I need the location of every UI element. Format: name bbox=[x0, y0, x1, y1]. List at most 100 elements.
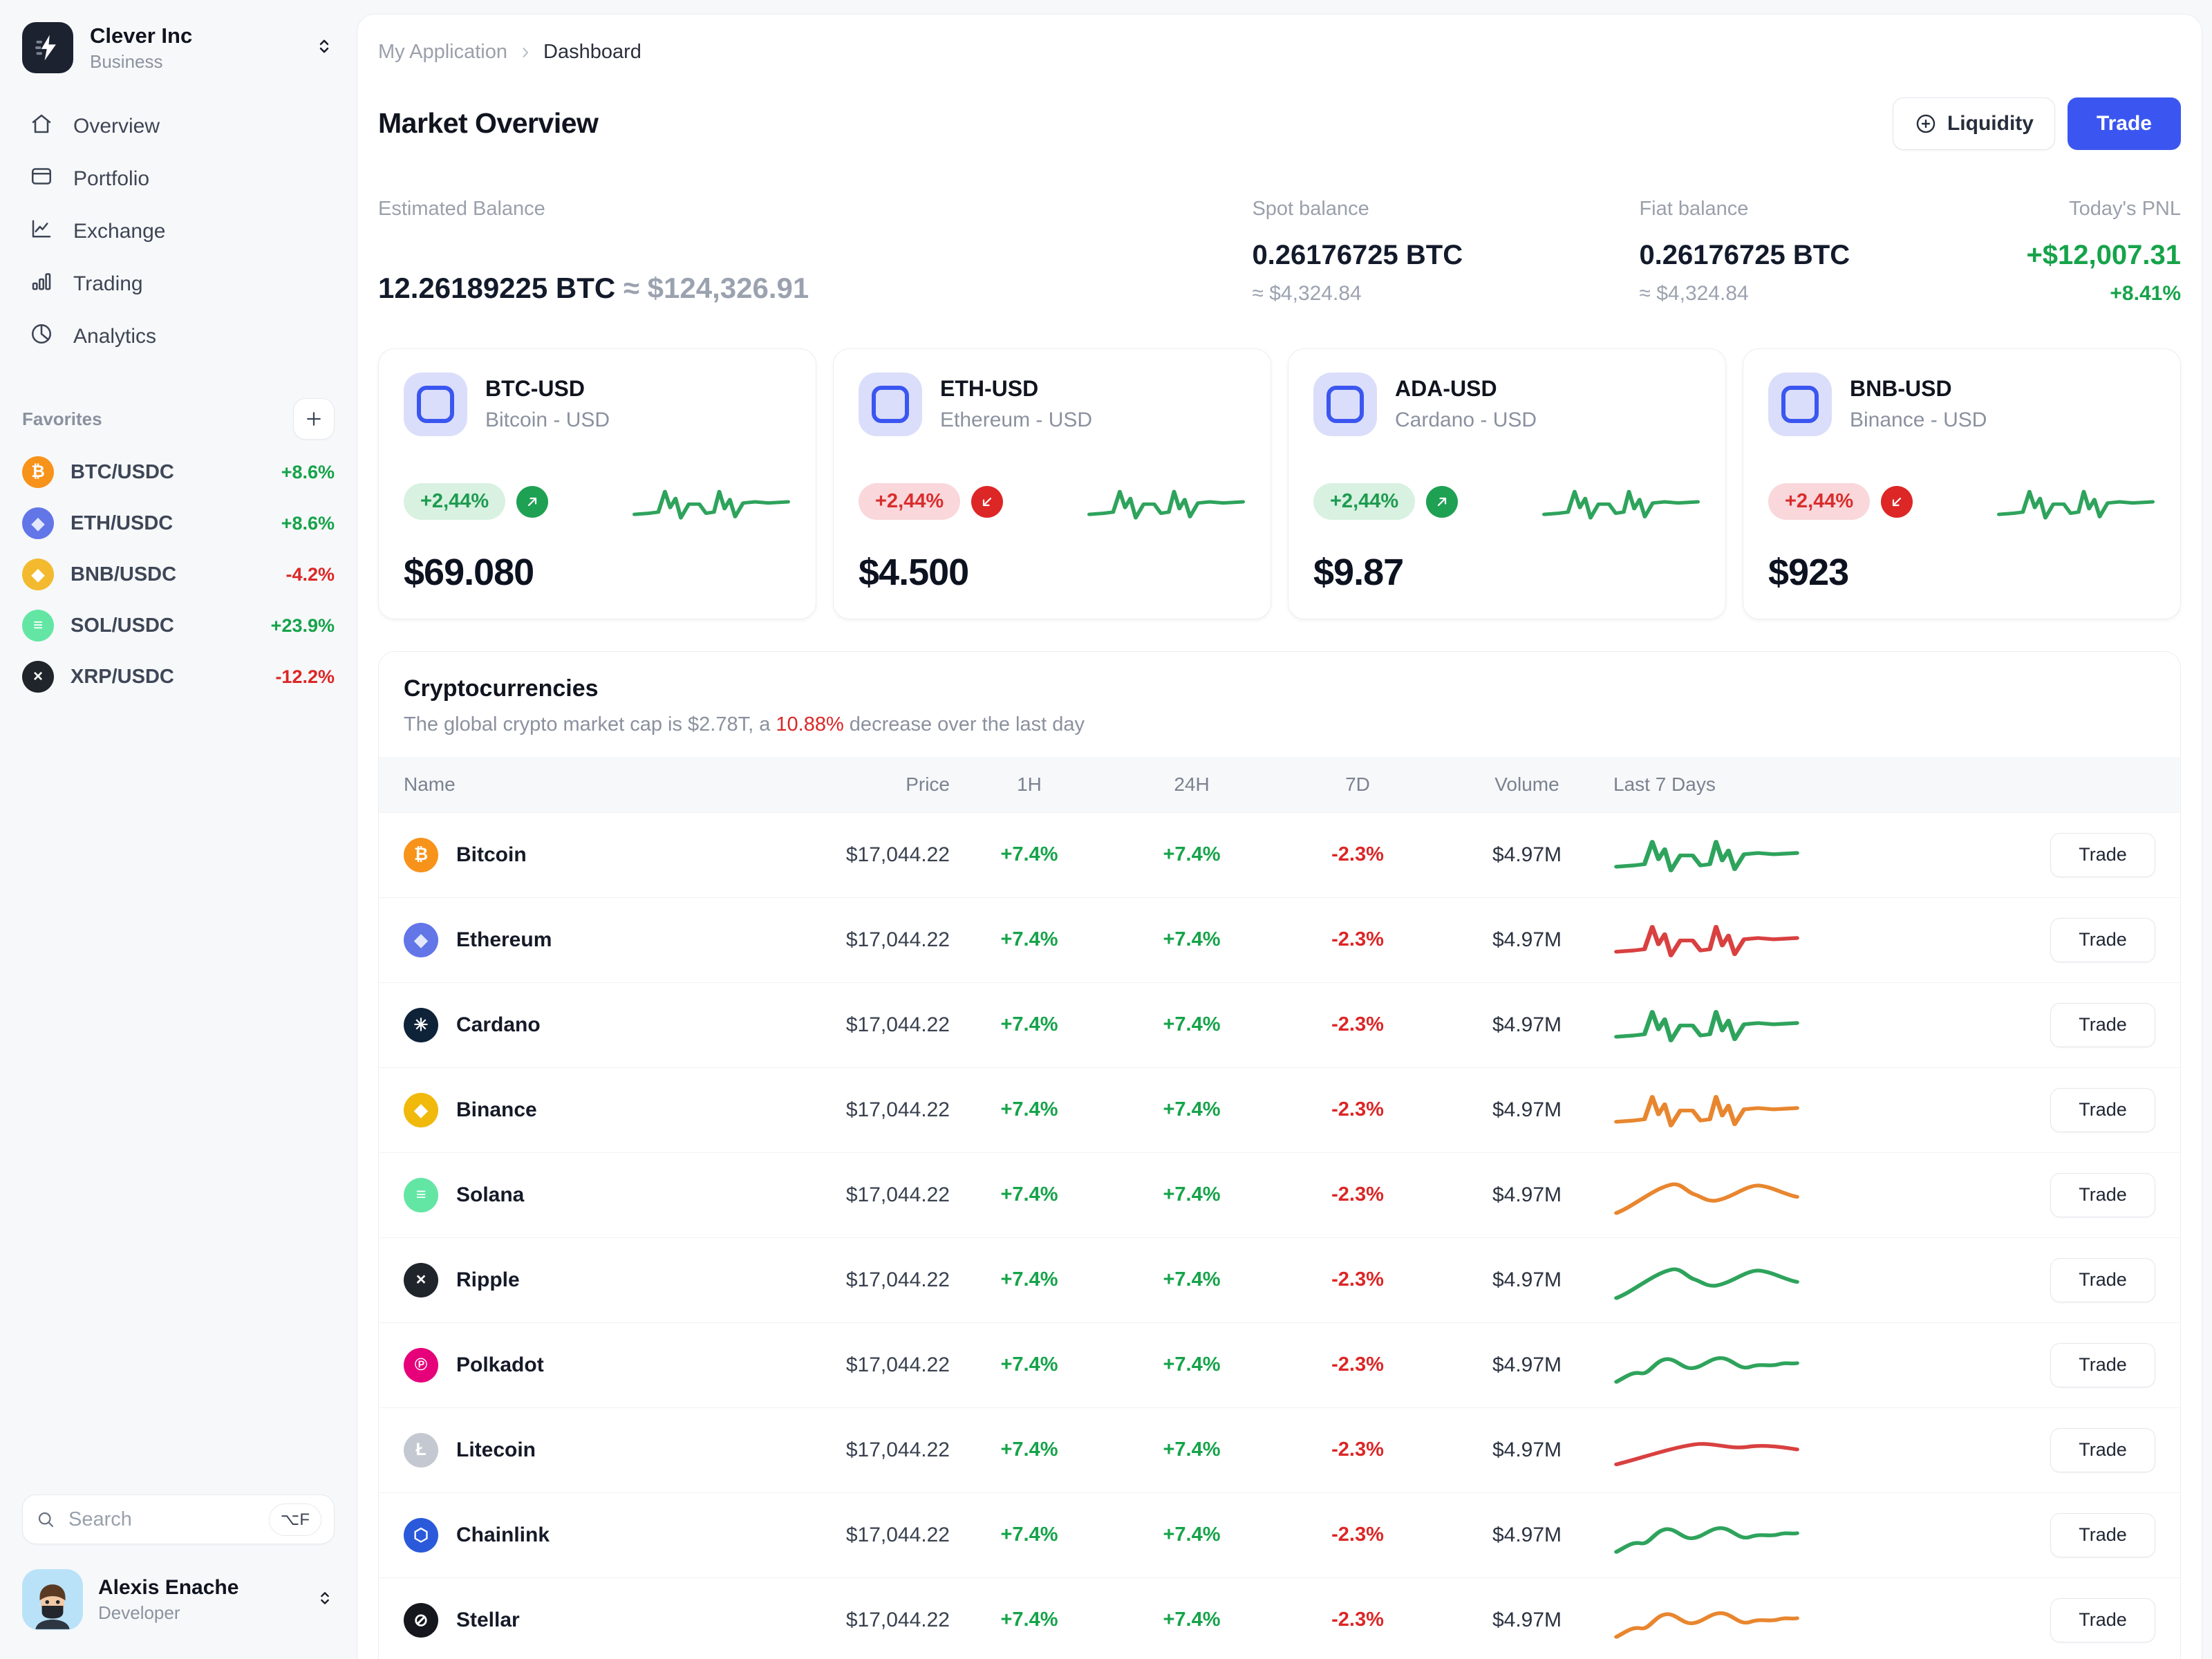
coin-volume: $4.97M bbox=[1492, 1438, 1562, 1461]
row-trade-button[interactable]: Trade bbox=[2050, 1342, 2155, 1387]
section-title: Cryptocurrencies bbox=[404, 675, 599, 702]
favorite-item-bnb[interactable]: ◆ BNB/USDC -4.2% bbox=[22, 549, 335, 600]
card-symbol: ETH-USD bbox=[940, 376, 1039, 402]
trade-button[interactable]: Trade bbox=[2067, 97, 2181, 150]
org-switcher[interactable]: Clever Inc Business bbox=[22, 22, 335, 73]
favorite-pair: SOL/USDC bbox=[71, 614, 174, 637]
coin-volume: $4.97M bbox=[1492, 1523, 1562, 1546]
page-title: Market Overview bbox=[378, 107, 599, 140]
user-menu[interactable]: Alexis Enache Developer bbox=[22, 1569, 335, 1630]
favorite-item-eth[interactable]: ◆ ETH/USDC +8.6% bbox=[22, 498, 335, 549]
add-favorite-button[interactable] bbox=[293, 398, 335, 440]
change-24h: +7.4% bbox=[1163, 1013, 1221, 1036]
search-box[interactable]: ⌥F bbox=[22, 1494, 335, 1544]
card-symbol: BTC-USD bbox=[485, 376, 585, 402]
col-price: Price bbox=[906, 773, 950, 795]
row-trade-button[interactable]: Trade bbox=[2050, 1172, 2155, 1217]
fiat-balance-label: Fiat balance bbox=[1639, 197, 1749, 220]
pair-icon bbox=[1313, 372, 1377, 436]
cardano-coin-icon: ✳ bbox=[404, 1007, 438, 1042]
favorite-pair: ETH/USDC bbox=[71, 512, 174, 534]
favorite-item-sol[interactable]: ≡ SOL/USDC +23.9% bbox=[22, 600, 335, 651]
trend-down-arrow-icon bbox=[971, 485, 1004, 518]
row-trade-button[interactable]: Trade bbox=[2050, 1257, 2155, 1302]
row-sparkline bbox=[1614, 1268, 1799, 1300]
ripple-coin-icon: × bbox=[404, 1262, 438, 1297]
coin-price: $17,044.22 bbox=[845, 1013, 950, 1036]
search-input[interactable] bbox=[67, 1507, 222, 1532]
row-trade-button[interactable]: Trade bbox=[2050, 1597, 2155, 1642]
row-trade-button[interactable]: Trade bbox=[2050, 1002, 2155, 1047]
sidebar-item-analytics[interactable]: Analytics bbox=[22, 311, 335, 362]
chevron-updown-icon bbox=[315, 1588, 335, 1611]
org-type: Business bbox=[90, 51, 163, 72]
market-card-bnb-usd[interactable]: BNB-USD Binance - USD +2,44% $923 bbox=[1743, 348, 2181, 619]
liquidity-button[interactable]: Liquidity bbox=[1892, 97, 2055, 150]
coin-name: Binance bbox=[456, 1098, 537, 1121]
col-24h: 24H bbox=[1174, 773, 1210, 795]
market-card-ada-usd[interactable]: ADA-USD Cardano - USD +2,44% $9.87 bbox=[1288, 348, 1726, 619]
sidebar-item-trading[interactable]: Trading bbox=[22, 259, 335, 310]
coin-price: $17,044.22 bbox=[845, 1183, 950, 1206]
circle-plus-icon bbox=[1916, 114, 1936, 133]
cryptocurrencies-panel: Cryptocurrencies The global crypto marke… bbox=[378, 650, 2181, 1659]
table-row-polkadot: ℗ Polkadot $17,044.22 +7.4% +7.4% -2.3% $… bbox=[379, 1322, 2180, 1407]
breadcrumb-item-app[interactable]: My Application bbox=[378, 41, 507, 63]
home-icon bbox=[29, 111, 54, 142]
ethereum-coin-icon: ◆ bbox=[404, 922, 438, 957]
coin-name: Solana bbox=[456, 1183, 525, 1206]
sidebar-item-exchange[interactable]: Exchange bbox=[22, 206, 335, 257]
table-row-ethereum: ◆ Ethereum $17,044.22 +7.4% +7.4% -2.3% $… bbox=[379, 897, 2180, 982]
row-sparkline bbox=[1614, 1095, 1799, 1128]
binance-coin-icon: ◆ bbox=[404, 1092, 438, 1127]
wallet-icon bbox=[29, 164, 54, 194]
coin-name: Litecoin bbox=[456, 1438, 536, 1461]
change-7d: -2.3% bbox=[1331, 928, 1384, 951]
table-row-stellar: ⊘ Stellar $17,044.22 +7.4% +7.4% -2.3% $4… bbox=[379, 1577, 2180, 1659]
table-row-chainlink: ⬡ Chainlink $17,044.22 +7.4% +7.4% -2.3% … bbox=[379, 1492, 2180, 1577]
bitcoin-coin-icon: ₿ bbox=[404, 837, 438, 872]
card-sparkline bbox=[1087, 489, 1246, 520]
pnl-percent: +8.41% bbox=[2110, 281, 2181, 305]
market-cap-change: 10.88% bbox=[776, 713, 844, 735]
main-panel: My Application Dashboard Market Overview… bbox=[357, 14, 2202, 1659]
row-trade-button[interactable]: Trade bbox=[2050, 1512, 2155, 1557]
row-trade-button[interactable]: Trade bbox=[2050, 1087, 2155, 1132]
row-trade-button[interactable]: Trade bbox=[2050, 917, 2155, 962]
card-symbol: BNB-USD bbox=[1850, 376, 1952, 402]
card-sparkline bbox=[632, 489, 791, 520]
balances-strip: Estimated Balance 12.26189225 BTC ≈ $124… bbox=[378, 198, 2181, 306]
table-row-bitcoin: ₿ Bitcoin $17,044.22 +7.4% +7.4% -2.3% $4… bbox=[379, 812, 2180, 897]
market-card-btc-usd[interactable]: BTC-USD Bitcoin - USD +2,44% $69.080 bbox=[378, 348, 816, 619]
card-price: $4.500 bbox=[859, 551, 969, 593]
change-7d: -2.3% bbox=[1331, 1013, 1384, 1036]
coin-volume: $4.97M bbox=[1492, 1098, 1562, 1121]
favorite-pair: XRP/USDC bbox=[71, 665, 174, 688]
coin-price: $17,044.22 bbox=[845, 1353, 950, 1376]
sidebar-item-portfolio[interactable]: Portfolio bbox=[22, 153, 335, 205]
trend-up-arrow-icon bbox=[1426, 485, 1459, 518]
coin-volume: $4.97M bbox=[1492, 1268, 1562, 1291]
card-pair-name: Ethereum - USD bbox=[940, 409, 1093, 432]
table-header: Name Price 1H 24H 7D Volume Last 7 Days bbox=[379, 756, 2180, 812]
market-card-eth-usd[interactable]: ETH-USD Ethereum - USD +2,44% $4.500 bbox=[833, 348, 1271, 619]
favorite-change: -4.2% bbox=[285, 563, 335, 585]
change-7d: -2.3% bbox=[1331, 1609, 1384, 1631]
favorite-item-xrp[interactable]: × XRP/USDC -12.2% bbox=[22, 651, 335, 702]
bar-chart-icon bbox=[29, 269, 54, 299]
change-1h: +7.4% bbox=[1000, 1353, 1058, 1376]
change-24h: +7.4% bbox=[1163, 1098, 1221, 1121]
card-pair-name: Cardano - USD bbox=[1395, 409, 1537, 432]
pnl-value: +$12,007.31 bbox=[2026, 239, 2181, 270]
favorite-item-btc[interactable]: ₿ BTC/USDC +8.6% bbox=[22, 447, 335, 498]
row-trade-button[interactable]: Trade bbox=[2050, 1427, 2155, 1472]
change-24h: +7.4% bbox=[1163, 1353, 1221, 1376]
coin-price: $17,044.22 bbox=[845, 1523, 950, 1546]
coin-price: $17,044.22 bbox=[845, 1438, 950, 1461]
market-cards: BTC-USD Bitcoin - USD +2,44% $69.080 ETH… bbox=[378, 348, 2181, 619]
col-last7days: Last 7 Days bbox=[1613, 773, 1716, 795]
sidebar-item-overview[interactable]: Overview bbox=[22, 101, 335, 152]
coin-name: Polkadot bbox=[456, 1353, 544, 1376]
coin-name: Ripple bbox=[456, 1268, 520, 1291]
row-trade-button[interactable]: Trade bbox=[2050, 832, 2155, 877]
